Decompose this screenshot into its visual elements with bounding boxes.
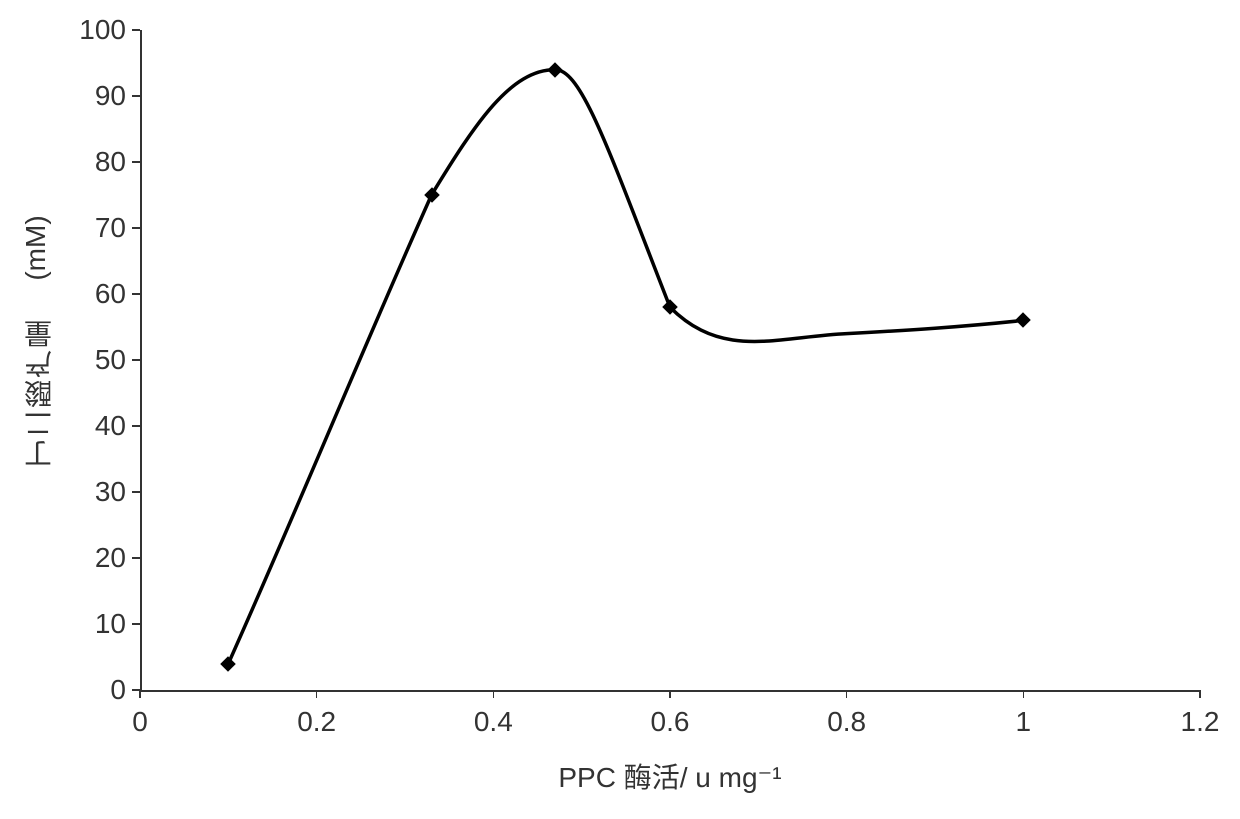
series-path [228, 70, 1023, 664]
chart-container: 丁二酸产量 (mM) PPC 酶活/ u mg⁻¹ 01020304050607… [0, 0, 1240, 819]
series-curve [0, 0, 1240, 819]
